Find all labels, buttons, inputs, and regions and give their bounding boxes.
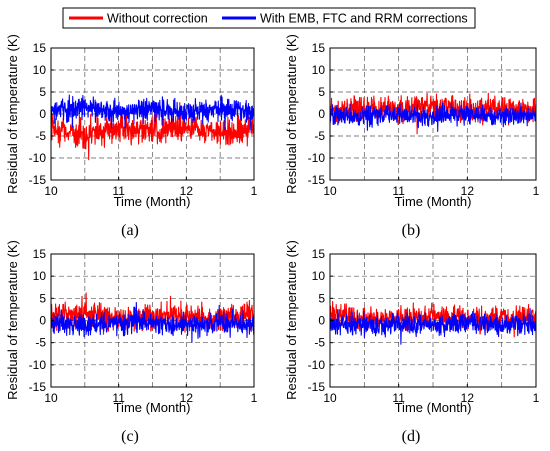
panel-a-xlabel: Time (Month) — [114, 194, 191, 209]
panel-d-xtick-label: 12 — [461, 391, 475, 405]
panel-c-ylabel: Residual of temperature (K) — [5, 240, 20, 400]
panel-d-xtick-label: 10 — [323, 391, 337, 405]
panel-a-series-without-correction — [50, 102, 255, 161]
legend-label-with-corrections: With EMB, FTC and RRM corrections — [260, 12, 468, 26]
panel-d-series — [329, 300, 537, 345]
panel-c-xtick-label: 11 — [112, 391, 125, 405]
panel-b-ylabel: Residual of temperature (K) — [284, 34, 299, 194]
panel-c-ytick-label: 15 — [33, 247, 47, 261]
panel-b-xtick-label: 1 — [533, 184, 540, 198]
panel-b-ytick-label: 5 — [318, 85, 325, 99]
panel-d-x-ticks: 10 11 12 1 — [323, 384, 540, 405]
panel-a-ytick-label: 15 — [33, 41, 47, 55]
panel-d-series-with-corrections — [329, 308, 537, 345]
panel-b-xtick-label: 12 — [461, 184, 475, 198]
panel-d-xtick-label: 1 — [533, 391, 540, 405]
panel-c: -15 -10 -5 0 5 10 15 10 11 12 1 Time (Month) Resi… — [5, 240, 258, 445]
panel-d-y-ticks: -15 -10 -5 0 5 10 15 — [308, 247, 333, 394]
panel-a-series — [50, 94, 255, 161]
panel-a-x-ticks: 10 11 12 1 — [44, 177, 258, 198]
panel-b-ytick-label: 10 — [312, 63, 326, 77]
panel-b-ytick-label: -15 — [308, 173, 326, 187]
panel-d-ytick-label: 5 — [318, 291, 325, 305]
panel-a-ytick-label: 0 — [39, 107, 46, 121]
panel-c-ytick-label: -15 — [29, 380, 47, 394]
panel-b-series-without-correction — [329, 92, 537, 135]
panel-c-series-with-corrections — [50, 301, 255, 343]
panel-b-label: (b) — [402, 222, 421, 239]
panel-b-series-with-corrections — [329, 102, 537, 132]
panel-c-ytick-label: 0 — [39, 314, 46, 328]
panel-d-ytick-label: -15 — [308, 380, 326, 394]
panel-c-y-ticks: -15 -10 -5 0 5 10 15 — [29, 247, 54, 394]
panel-a-ytick-label: -5 — [35, 129, 46, 143]
panel-b-ytick-label: 15 — [312, 41, 326, 55]
panel-b-xtick-label: 10 — [323, 184, 337, 198]
panel-d-label: (d) — [402, 428, 421, 445]
panel-d-ytick-label: 10 — [312, 269, 326, 283]
panel-d-series-without-correction — [329, 300, 537, 338]
panel-a-xtick-label: 1 — [251, 184, 258, 198]
legend: Without correction With EMB, FTC and RRM… — [62, 7, 476, 29]
panel-c-ytick-label: -5 — [35, 336, 46, 350]
panel-d-ytick-label: 0 — [318, 314, 325, 328]
panel-c-xlabel: Time (Month) — [114, 400, 191, 415]
panel-b-xtick-label: 11 — [392, 184, 405, 198]
panel-d-xlabel: Time (Month) — [395, 400, 472, 415]
panel-d-xtick-label: 11 — [392, 391, 405, 405]
panel-b-ytick-label: -5 — [314, 129, 325, 143]
panel-a-y-ticks: -15 -10 -5 0 5 10 15 — [29, 41, 54, 187]
panel-c-xtick-label: 12 — [180, 391, 194, 405]
panel-b-ytick-label: -10 — [308, 151, 326, 165]
panel-b-series — [329, 92, 537, 135]
panel-b-xlabel: Time (Month) — [395, 194, 472, 209]
panel-b-ytick-label: 0 — [318, 107, 325, 121]
panel-c-label: (c) — [121, 428, 139, 445]
panel-a-series-with-corrections — [50, 94, 255, 131]
panel-d-ytick-label: -10 — [308, 358, 326, 372]
panel-c-ytick-label: 5 — [39, 291, 46, 305]
panel-d-ytick-label: -5 — [314, 336, 325, 350]
panel-a-ytick-label: 5 — [39, 85, 46, 99]
panel-b-x-ticks: 10 11 12 1 — [323, 177, 540, 198]
legend-label-without-correction: Without correction — [107, 12, 208, 26]
panel-c-x-ticks: 10 11 12 1 — [44, 384, 258, 405]
panel-b: -15 -10 -5 0 5 10 15 10 11 12 1 Time (Month) Resi… — [284, 34, 540, 239]
panel-a: -15 -10 -5 0 5 10 15 10 11 12 1 Time (Month) Resi… — [5, 34, 258, 239]
panel-a-ylabel: Residual of temperature (K) — [5, 34, 20, 194]
panel-a-xtick-label: 10 — [44, 184, 58, 198]
panel-d-ytick-label: 15 — [312, 247, 326, 261]
panel-a-xtick-label: 12 — [180, 184, 194, 198]
panel-b-y-ticks: -15 -10 -5 0 5 10 15 — [308, 41, 333, 187]
panel-a-label: (a) — [121, 222, 139, 239]
panel-a-ytick-label: 10 — [33, 63, 47, 77]
panel-a-ytick-label: -10 — [29, 151, 47, 165]
panel-d-ylabel: Residual of temperature (K) — [284, 240, 299, 400]
panel-c-xtick-label: 10 — [44, 391, 58, 405]
panel-c-ytick-label: 10 — [33, 269, 47, 283]
panel-c-series — [50, 292, 255, 343]
panel-d: -15 -10 -5 0 5 10 15 10 11 12 1 Time (Month) Resi… — [284, 240, 540, 445]
panel-c-series-without-correction — [50, 292, 255, 335]
panel-c-xtick-label: 1 — [251, 391, 258, 405]
panel-a-xtick-label: 11 — [112, 184, 125, 198]
panel-a-ytick-label: -15 — [29, 173, 47, 187]
legend-box — [62, 7, 476, 29]
panel-c-ytick-label: -10 — [29, 358, 47, 372]
